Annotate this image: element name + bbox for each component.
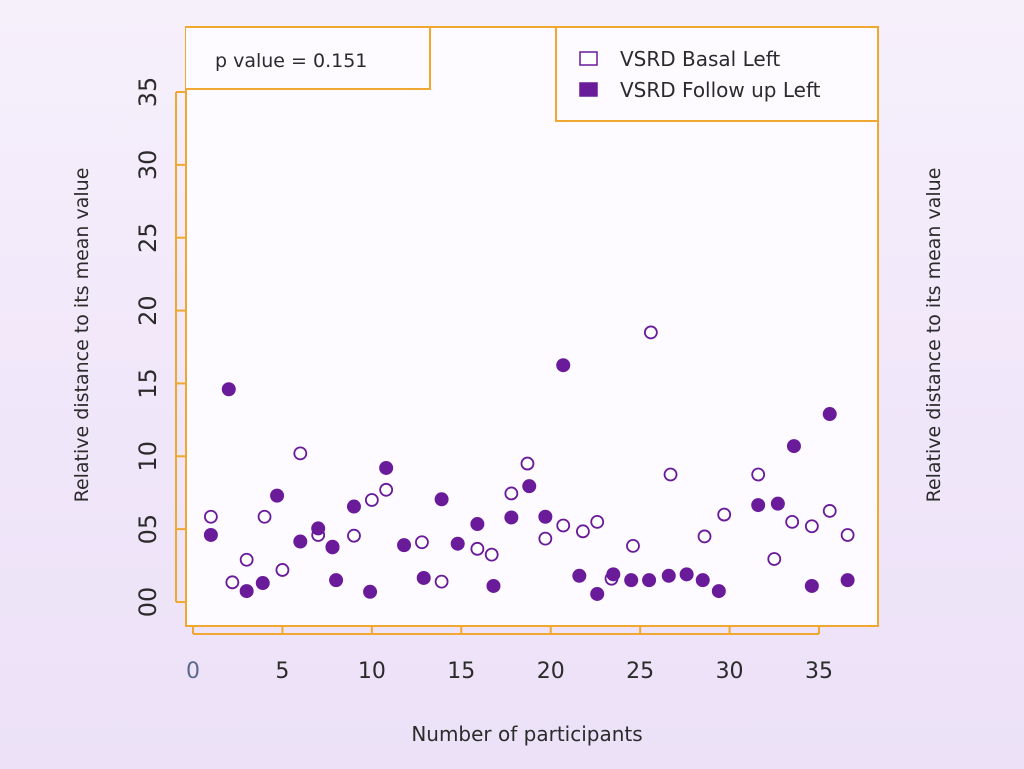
basal-point (590, 514, 605, 529)
basal-point (504, 486, 519, 501)
follow-up-point (661, 568, 676, 583)
follow-up-point (840, 573, 855, 588)
follow-up-point (311, 521, 326, 536)
follow-up-point (556, 358, 571, 373)
follow-up-point (397, 538, 412, 553)
x-tick-label: 30 (716, 659, 744, 684)
y-axis-title: Relative distance to its mean value (71, 168, 93, 503)
x-axis: 0 5 10 15 20 25 30 35 (186, 625, 833, 684)
x-tick-label: 5 (275, 659, 289, 684)
legend-label-basal: VSRD Basal Left (620, 47, 780, 71)
follow-up-point (434, 492, 449, 507)
follow-up-point (695, 573, 710, 588)
data-points (203, 325, 855, 601)
follow-up-point (486, 578, 501, 593)
y-tick-label: 20 (134, 295, 162, 326)
y-tick-label: 15 (134, 368, 162, 399)
follow-up-point (379, 460, 394, 475)
follow-up-point (329, 573, 344, 588)
y-tick-label: 05 (134, 514, 162, 545)
basal-point (576, 524, 590, 539)
y-tick-label: 25 (134, 222, 162, 253)
follow-up-point (770, 496, 785, 511)
follow-up-point (572, 568, 587, 583)
follow-up-point (522, 479, 537, 494)
follow-up-point (679, 567, 694, 582)
y-axis-title-right: Relative distance to its mean value (923, 168, 945, 503)
basal-point (364, 493, 379, 507)
y-axis: 00 05 10 15 20 25 30 35 (134, 77, 186, 618)
legend-frame (555, 26, 879, 122)
basal-point (239, 552, 254, 567)
basal-point (822, 504, 837, 518)
follow-up-point (804, 578, 819, 593)
x-tick-label: 10 (358, 659, 386, 684)
legend-label-follow-up: VSRD Follow up Left (620, 78, 821, 102)
follow-up-point (346, 499, 361, 514)
basal-point (434, 574, 449, 589)
x-tick-label: 20 (537, 659, 565, 684)
basal-point (203, 509, 218, 524)
follow-up-point (239, 584, 254, 599)
y-tick-label: 30 (134, 150, 162, 181)
follow-up-point (293, 534, 308, 549)
basal-point (643, 325, 658, 340)
y-tick-label: 00 (134, 587, 162, 618)
y-tick-label: 35 (134, 77, 162, 108)
follow-up-point (642, 573, 657, 588)
basal-point (538, 531, 553, 546)
follow-up-point (606, 567, 621, 582)
x-tick-label: 25 (626, 659, 654, 684)
basal-point (785, 514, 800, 529)
follow-up-point (711, 584, 726, 599)
follow-up-point (203, 527, 218, 542)
basal-point (717, 507, 732, 522)
x-tick-label: 0 (186, 659, 200, 684)
follow-up-point (270, 488, 285, 503)
basal-point (697, 529, 712, 544)
basal-point (275, 563, 290, 577)
follow-up-point (363, 584, 378, 599)
legend: VSRD Basal Left VSRD Follow up Left (555, 26, 879, 122)
basal-point (804, 519, 819, 534)
x-tick-label: 15 (447, 659, 475, 684)
basal-point (556, 518, 571, 533)
follow-up-point (470, 517, 485, 532)
legend-open-marker-icon (579, 51, 598, 66)
basal-point (626, 539, 640, 553)
follow-up-point (504, 510, 519, 525)
y-tick-label: 10 (134, 441, 162, 472)
basal-point (293, 446, 308, 461)
basal-point (840, 528, 855, 542)
basal-point (663, 467, 678, 482)
plot-area (185, 26, 879, 627)
follow-up-point (624, 573, 639, 588)
follow-up-point (538, 509, 553, 524)
basal-point (470, 541, 485, 556)
follow-up-point (450, 536, 465, 551)
follow-up-point (822, 407, 837, 422)
basal-point (379, 482, 394, 497)
follow-up-point (221, 382, 236, 397)
follow-up-point (786, 439, 801, 454)
follow-up-point (590, 586, 605, 601)
x-tick-label: 35 (805, 659, 833, 684)
basal-point (767, 552, 782, 566)
follow-up-point (325, 540, 340, 555)
basal-point (520, 456, 535, 471)
basal-point (347, 528, 361, 543)
follow-up-point (255, 576, 270, 591)
follow-up-point (416, 570, 431, 585)
basal-point (751, 467, 766, 482)
follow-up-point (751, 498, 766, 513)
basal-point (415, 535, 429, 550)
p-value-label: p value = 0.151 (215, 50, 367, 72)
basal-point (225, 575, 240, 590)
legend-filled-marker-icon (579, 82, 598, 97)
basal-point (257, 509, 272, 524)
p-value-box: p value = 0.151 (186, 26, 431, 90)
basal-point (484, 547, 499, 562)
x-axis-title: Number of participants (411, 722, 642, 746)
